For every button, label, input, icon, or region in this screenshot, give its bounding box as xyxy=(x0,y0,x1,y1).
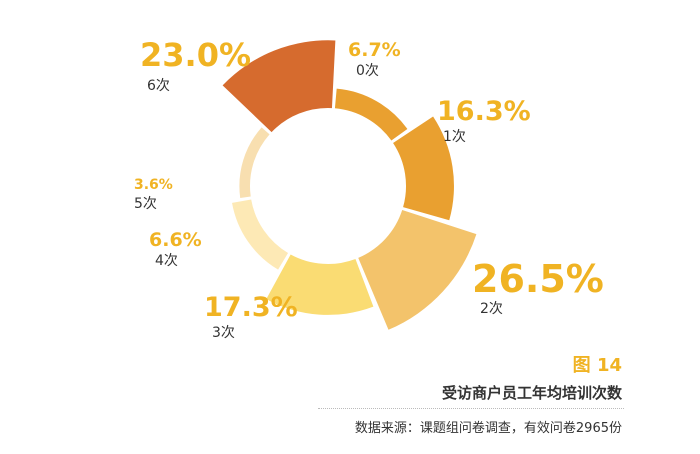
rose-slice-3 xyxy=(266,254,374,315)
chart-slices xyxy=(222,40,477,330)
slice-category-label-4: 4次 xyxy=(155,253,178,269)
slice-category-label-5: 5次 xyxy=(134,196,157,212)
slice-value-label-6: 23.0% xyxy=(140,36,251,74)
rose-slice-0 xyxy=(334,88,408,141)
slice-category-label-2: 2次 xyxy=(480,301,503,317)
slice-value-label-0: 6.7% xyxy=(348,39,401,61)
slice-category-label-1: 1次 xyxy=(443,129,466,145)
title-divider xyxy=(318,408,624,409)
rose-slice-2 xyxy=(358,210,477,330)
slice-value-label-2: 26.5% xyxy=(472,257,604,301)
rose-slice-1 xyxy=(393,116,454,221)
slice-category-label-3: 3次 xyxy=(212,325,235,341)
slice-value-label-5: 3.6% xyxy=(134,177,173,193)
data-source-note: 数据来源：课题组问卷调查，有效问卷2965份 xyxy=(354,421,622,436)
slice-value-label-4: 6.6% xyxy=(149,229,202,251)
slice-category-label-6: 6次 xyxy=(147,78,170,94)
figure-number: 图 14 xyxy=(572,355,622,376)
slice-labels: 6.7% 0次 16.3% 1次 26.5% 2次 17.3% 3次 6.6% … xyxy=(134,36,604,341)
figure-title: 受访商户员工年均培训次数 xyxy=(441,384,622,402)
rose-slice-4 xyxy=(232,199,289,270)
slice-value-label-3: 17.3% xyxy=(204,292,298,323)
slice-category-label-0: 0次 xyxy=(356,63,379,79)
rose-slice-5 xyxy=(239,127,270,198)
slice-value-label-1: 16.3% xyxy=(437,96,531,127)
rose-slice-6 xyxy=(222,40,336,133)
